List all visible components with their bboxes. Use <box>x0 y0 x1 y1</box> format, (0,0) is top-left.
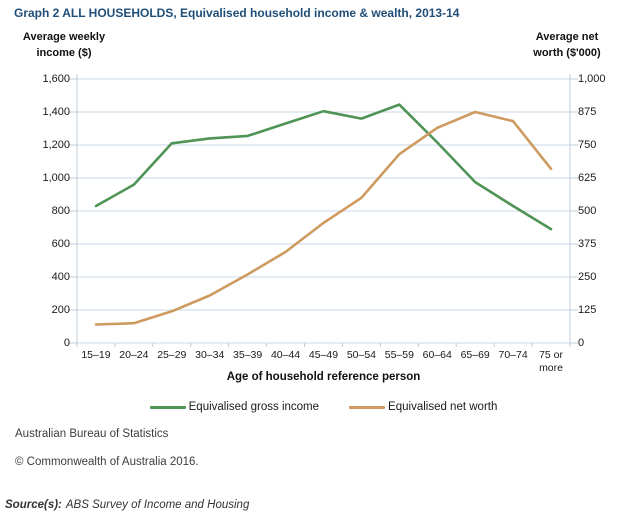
x-axis-category-label: 50–54 <box>346 349 377 361</box>
source-label: Source(s): <box>5 499 62 511</box>
net-worth-line-swatch <box>349 405 386 409</box>
right-axis-tick-label: 375 <box>578 237 597 250</box>
x-axis-category-label: 40–44 <box>270 349 301 361</box>
right-axis-tick-label: 875 <box>578 105 597 118</box>
left-axis-tick-label: 1,400 <box>42 105 70 118</box>
left-axis-tick-label: 200 <box>51 303 70 316</box>
x-axis-category-label: 70–74 <box>498 349 528 361</box>
right-axis-tick-label: 1,000 <box>578 72 606 85</box>
left-axis-title: Average weekly income ($) <box>22 31 106 59</box>
x-axis-category-label: 60–64 <box>422 349 452 361</box>
left-axis-tick-label: 600 <box>51 237 70 250</box>
legend-item-net-worth: Equivalised net worth <box>349 401 497 413</box>
right-axis-tick-label: 750 <box>578 138 597 151</box>
right-axis-tick-label: 125 <box>578 303 597 316</box>
legend-item-gross-income: Equivalised gross income <box>149 401 320 413</box>
right-axis-tick-label: 250 <box>578 270 597 283</box>
right-axis-tick-label: 500 <box>578 204 597 217</box>
footer-organisation: Australian Bureau of Statistics <box>15 428 169 440</box>
right-axis-tick-label: 0 <box>578 336 585 349</box>
left-axis-tick-label: 800 <box>51 204 70 217</box>
x-axis-title: Age of household reference person <box>226 371 421 383</box>
x-axis-category-label: 65–69 <box>460 349 490 361</box>
chart-title: Graph 2 ALL HOUSEHOLDS, Equivalised hous… <box>14 6 460 20</box>
series-line-equivalised-net-worth <box>94 110 553 326</box>
gross-income-line-swatch <box>149 405 186 409</box>
source-text: ABS Survey of Income and Housing <box>65 499 250 511</box>
left-axis-tick-label: 1,000 <box>42 171 70 184</box>
chart-legend: Equivalised gross income Equivalised net… <box>77 401 570 413</box>
right-axis-title: Average net worth ($'000) <box>533 31 601 59</box>
x-axis-category-label: 75 or more <box>539 349 563 375</box>
x-axis-category-label: 45–49 <box>308 349 339 361</box>
source-line: Source(s): ABS Survey of Income and Housi… <box>5 499 249 511</box>
left-axis-tick-label: 0 <box>63 336 70 349</box>
series-line-equivalised-gross-income <box>94 103 553 231</box>
right-axis-tick-label: 625 <box>578 171 597 184</box>
left-axis-tick-label: 400 <box>51 270 70 283</box>
x-axis-category-label: 30–34 <box>195 349 225 361</box>
footer-copyright: © Commonwealth of Australia 2016. <box>15 456 199 468</box>
legend-label: Equivalised gross income <box>188 401 320 413</box>
left-axis-tick-label: 1,600 <box>42 72 70 85</box>
left-axis-tick-label: 1,200 <box>42 138 70 151</box>
x-axis-category-label: 25–29 <box>157 349 187 361</box>
x-axis-category-label: 20–24 <box>119 349 149 361</box>
x-axis-category-label: 15–19 <box>81 349 111 361</box>
x-axis-category-label: 35–39 <box>233 349 263 361</box>
x-axis-category-label: 55–59 <box>384 349 414 361</box>
legend-label: Equivalised net worth <box>388 401 498 413</box>
